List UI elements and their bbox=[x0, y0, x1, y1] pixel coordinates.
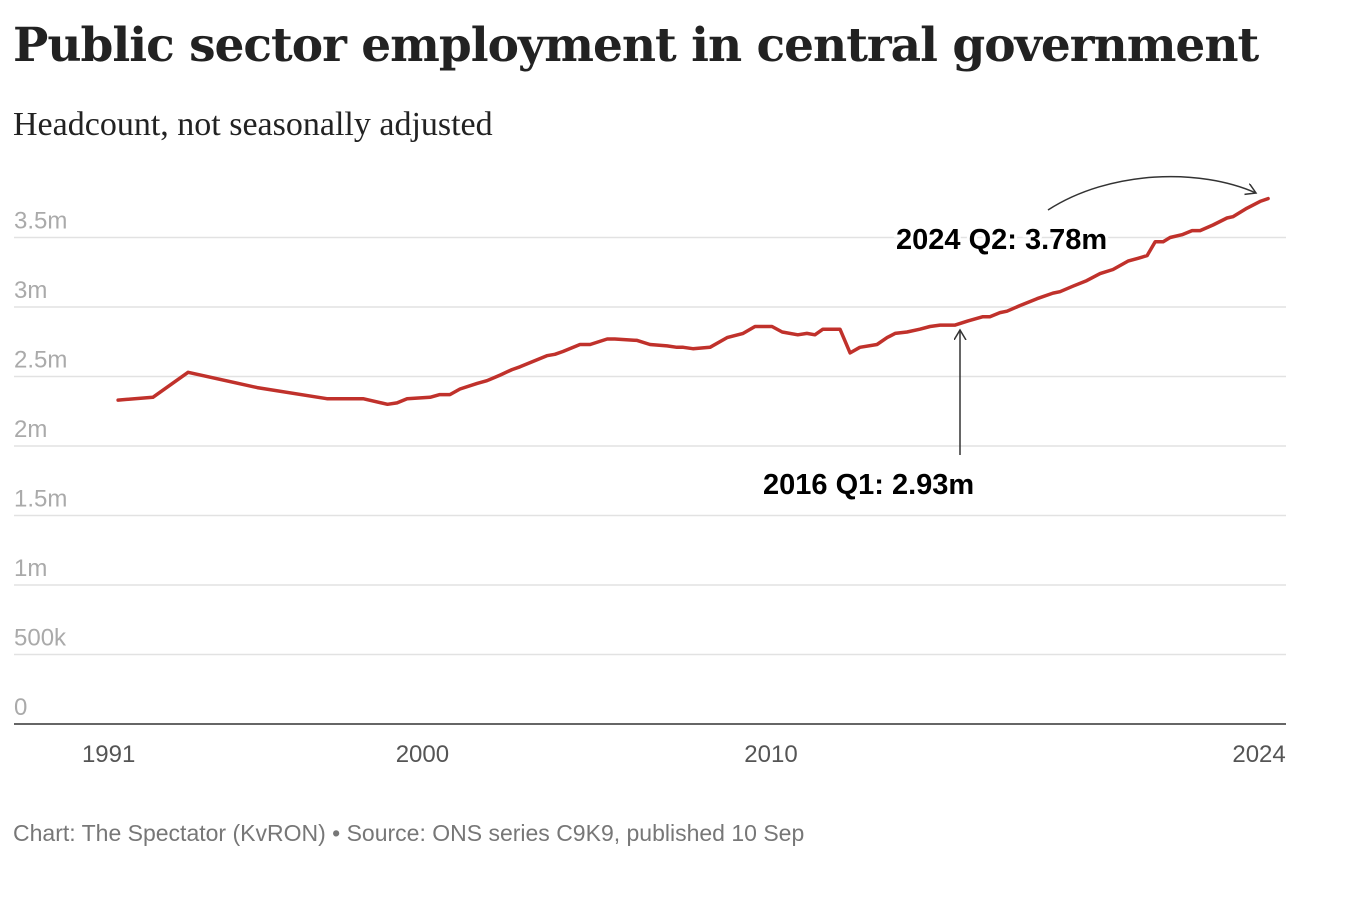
y-tick-label: 2.5m bbox=[14, 347, 67, 374]
chart-title: Public sector employment in central gove… bbox=[13, 18, 1259, 73]
y-tick-label: 3m bbox=[14, 277, 47, 304]
annotation-label-2024: 2024 Q2: 3.78m bbox=[896, 224, 1107, 256]
annotation-label-2016: 2016 Q1: 2.93m bbox=[763, 469, 974, 501]
y-tick-label: 1.5m bbox=[14, 486, 67, 513]
series-line bbox=[116, 196, 1270, 407]
y-tick-label: 1m bbox=[14, 555, 47, 582]
y-tick-label: 0 bbox=[14, 694, 27, 721]
annotation-arrow-2024 bbox=[1047, 175, 1256, 211]
y-tick-label: 2m bbox=[14, 416, 47, 443]
chart-footer: Chart: The Spectator (KvRON) • Source: O… bbox=[13, 820, 805, 846]
x-tick-label: 1991 bbox=[82, 741, 135, 768]
x-tick-label: 2024 bbox=[1232, 741, 1285, 768]
x-tick-label: 2000 bbox=[396, 741, 449, 768]
y-tick-label: 500k bbox=[14, 625, 67, 652]
x-tick-label: 2010 bbox=[744, 741, 797, 768]
y-tick-label: 3.5m bbox=[14, 208, 67, 235]
chart-subtitle: Headcount, not seasonally adjusted bbox=[13, 106, 493, 143]
